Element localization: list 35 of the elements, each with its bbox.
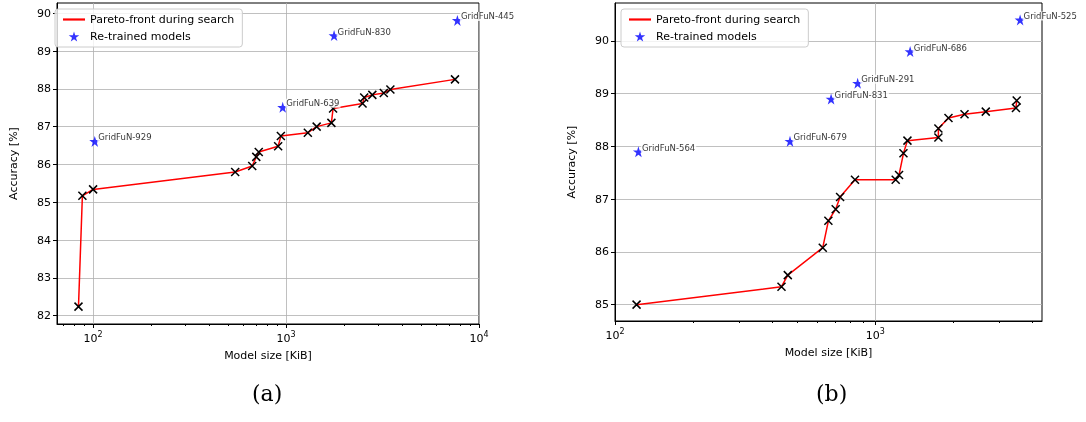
y-tick-label: 85 [37,195,51,209]
data-label: GridFuN-639 [286,98,340,109]
data-label: GridFuN-831 [834,89,888,100]
data-label: GridFuN-445 [460,11,515,22]
data-label: GridFuN-929 [98,132,152,143]
x-axis-title: Model size [KiB] [224,349,312,362]
legend-label: Re-trained models [90,30,191,43]
y-axis-title: Accuracy [%] [565,125,578,199]
data-label: GridFuN-830 [337,26,391,37]
y-axis-title: Accuracy [%] [7,127,20,200]
y-tick-label: 88 [595,139,609,153]
data-label: GridFuN-686 [913,42,967,53]
data-label: GridFuN-564 [641,142,696,153]
legend-label: Pareto-front during search [656,13,801,26]
y-tick-label: 83 [37,271,51,285]
x-axis-title: Model size [KiB] [784,346,873,359]
data-label: GridFuN-525 [1023,10,1077,21]
text: (b) [816,380,848,406]
y-tick-label: 87 [37,120,51,134]
y-tick-label: 90 [37,6,51,20]
data-label: GridFuN-679 [793,132,847,143]
text: (a) [252,380,283,406]
y-tick-label: 82 [37,309,51,323]
y-tick-label: 87 [595,192,609,206]
y-tick-label: 85 [595,298,609,312]
data-label: GridFuN-291 [861,74,915,85]
y-tick-label: 88 [37,82,51,96]
y-tick-label: 86 [37,157,51,171]
y-tick-label: 84 [37,233,51,247]
y-tick-label: 89 [37,44,51,58]
y-tick-label: 90 [595,34,609,48]
legend-label: Pareto-front during search [90,13,235,26]
y-tick-label: 89 [595,87,609,101]
y-tick-label: 86 [595,245,609,259]
legend-label: Re-trained models [656,30,757,43]
